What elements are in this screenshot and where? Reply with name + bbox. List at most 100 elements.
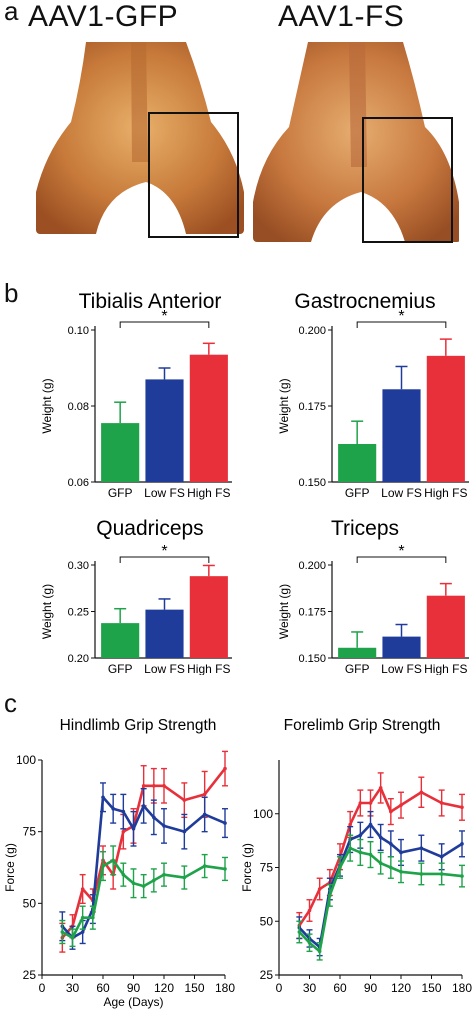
series-point: [202, 792, 207, 797]
x-tick-label: 150: [421, 981, 441, 995]
panel-label-a: a: [4, 0, 19, 26]
photo-title-gfp: AAV1-GFP: [28, 0, 179, 33]
y-tick-label: 0.10: [68, 325, 89, 337]
series-point: [111, 858, 115, 863]
series-point: [460, 842, 464, 846]
series-point: [101, 864, 105, 868]
x-tick-label: 120: [154, 981, 174, 995]
series-point: [223, 766, 227, 771]
series-point: [460, 805, 464, 810]
x-tick-label: 90: [127, 981, 141, 995]
y-tick-label: 100: [253, 807, 273, 821]
series-point: [317, 949, 322, 954]
y-tick-label: 0.30: [68, 560, 89, 572]
y-tick-label: 25: [23, 968, 37, 982]
series-point: [141, 804, 146, 808]
bar-gfp: [101, 423, 140, 482]
bar-high-fs: [426, 355, 465, 482]
series-point: [358, 833, 363, 838]
significance-star: *: [398, 543, 404, 560]
category-label: High FS: [187, 662, 230, 675]
y-tick-label: 0.20: [68, 653, 89, 665]
series-point: [348, 822, 352, 827]
category-label: GFP: [345, 486, 370, 500]
y-tick-label: 0.150: [298, 653, 326, 665]
series-point: [121, 872, 126, 877]
series-point: [439, 854, 444, 859]
significance-star: *: [161, 308, 167, 325]
x-tick-label: 90: [364, 981, 378, 995]
series-point: [182, 829, 187, 834]
significance-bracket: [356, 321, 447, 328]
chart-gastrocnemius: Gastrocnemius 0.150 0.175 0.200 Weight (g) GF…: [277, 290, 469, 500]
series-point: [152, 878, 156, 883]
series-point: [307, 908, 312, 913]
series-point: [378, 835, 383, 840]
series-point: [141, 884, 146, 888]
y-tick-label: 25: [260, 968, 274, 982]
category-label: Low FS: [144, 486, 185, 500]
series-point: [60, 930, 65, 934]
category-label: GFP: [345, 662, 370, 675]
chart-tibialis-anterior: Tibialis Anterior 0.06 0.08 0.10 Weight (g) G…: [40, 290, 232, 500]
x-tick-label: 30: [66, 981, 80, 995]
series-point: [182, 875, 187, 880]
series-point: [358, 801, 363, 805]
series-point: [91, 915, 95, 920]
x-tick-label: 0: [39, 981, 46, 995]
series-point: [182, 798, 187, 802]
series-point: [399, 870, 403, 874]
highlight-box-fs: [362, 117, 453, 243]
series-line-2: [298, 846, 463, 953]
chart-title: Triceps: [331, 517, 399, 540]
series-point: [121, 829, 126, 834]
category-label: High FS: [424, 486, 467, 500]
y-tick-label: 50: [260, 914, 274, 928]
series-point: [368, 822, 373, 827]
bar-low-fs: [382, 636, 421, 658]
chart-title: Quadriceps: [96, 517, 203, 540]
category-label: GFP: [108, 662, 133, 675]
y-axis-label: Weight (g): [277, 584, 291, 639]
y-tick-label: 0.150: [298, 477, 326, 489]
mouse-photo-gfp: [36, 42, 244, 234]
y-axis-label: Force (g): [3, 843, 17, 892]
y-tick-label: 0.25: [68, 607, 89, 619]
bar-high-fs: [189, 576, 228, 658]
y-tick-label: 0.08: [68, 401, 89, 413]
significance-bracket: [119, 321, 210, 328]
significance-star: *: [161, 543, 167, 560]
series-point: [419, 872, 424, 876]
chart-hindlimb-grip: Hindlimb Grip Strength 25 50 75 100 0 30 60 90 12…: [3, 717, 235, 1009]
series-point: [152, 784, 156, 788]
series-point: [368, 852, 373, 857]
series-point: [399, 803, 403, 807]
series-point: [131, 827, 136, 831]
series-point: [378, 786, 383, 790]
series-point: [378, 861, 383, 865]
series-line-0: [298, 786, 463, 927]
category-label: GFP: [108, 486, 133, 500]
series-point: [317, 887, 322, 891]
series-point: [80, 915, 85, 920]
series-point: [368, 801, 373, 805]
series-point: [328, 893, 332, 898]
y-tick-label: 75: [23, 825, 37, 839]
y-tick-label: 75: [260, 861, 274, 875]
series-point: [111, 806, 115, 811]
x-tick-label: 60: [333, 981, 347, 995]
series-point: [389, 865, 393, 870]
chart-triceps: Triceps 0.150 0.175 0.200 Weight (g) GFP Low F…: [277, 517, 469, 675]
y-tick-label: 50: [23, 896, 37, 910]
photo-title-fs: AAV1-FS: [278, 0, 405, 33]
series-point: [80, 930, 85, 934]
y-axis-label: Force (g): [240, 843, 254, 892]
series-point: [307, 940, 312, 945]
x-tick-label: 180: [215, 981, 235, 995]
series-point: [358, 850, 363, 855]
series-point: [141, 784, 146, 788]
bar-high-fs: [426, 595, 465, 658]
series-line-1: [61, 795, 226, 940]
series-point: [389, 842, 393, 846]
category-label: Low FS: [381, 662, 422, 675]
